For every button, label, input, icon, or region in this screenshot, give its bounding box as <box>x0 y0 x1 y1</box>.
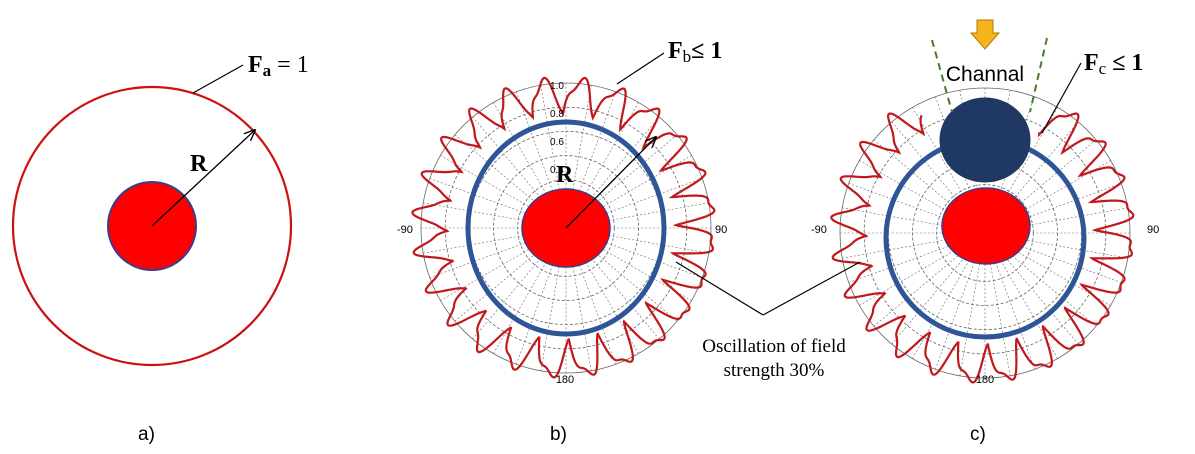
grid-spoke <box>493 102 555 209</box>
grid-spoke <box>569 85 592 206</box>
panel-caption: b) <box>550 424 567 445</box>
grid-spoke <box>959 255 982 376</box>
tick-label: 0.4 <box>550 165 564 176</box>
field-boundary-circle <box>11 85 293 367</box>
grid-spoke <box>573 91 616 207</box>
grid-spoke <box>992 254 1035 370</box>
tick-label: 0.8 <box>550 109 564 120</box>
grid-spoke <box>472 116 552 211</box>
grid-spoke <box>569 250 592 371</box>
mean-field-ring <box>465 119 667 337</box>
annotation-line-1: Oscillation of field <box>702 336 846 357</box>
angle-label-left: -90 <box>397 224 413 236</box>
grid-spoke <box>935 254 978 370</box>
leader-line <box>1041 62 1082 134</box>
grid-spoke <box>1006 240 1122 283</box>
grid-spoke <box>493 247 555 354</box>
field-label: Fb≤ 1 <box>668 38 722 66</box>
panel-a: R Fa = 1 a) <box>11 52 309 445</box>
panel-b: R 1.0 0.8 0.6 0.4 -90 90 180 Fb≤ 1 b) <box>397 38 727 445</box>
radius-label: R <box>556 162 574 188</box>
grid-spoke <box>583 242 678 322</box>
annotation-line-2: strength 30% <box>724 360 825 381</box>
grid-spoke <box>440 239 547 301</box>
channel-arrow-icon <box>969 19 1001 50</box>
panel-caption: a) <box>138 424 155 445</box>
grid-spoke <box>580 245 660 340</box>
grid-spoke <box>848 240 964 283</box>
angle-label-right: 90 <box>1147 224 1159 236</box>
tick-label: 1.0 <box>550 81 564 92</box>
core-circle <box>941 187 1031 265</box>
grid-spoke <box>573 249 616 365</box>
grid-spoke <box>583 134 678 214</box>
angle-label-right: 90 <box>715 224 727 236</box>
channel-boundary-left <box>931 39 953 113</box>
grid-spoke <box>842 236 963 259</box>
radius-arrow <box>565 137 656 229</box>
grid-spoke <box>859 244 966 306</box>
field-oscillation-curve <box>830 112 1135 384</box>
annotation-leader-left <box>675 261 764 316</box>
grid-spoke <box>1007 236 1128 259</box>
panel-caption: c) <box>970 424 986 445</box>
grid-spoke <box>440 155 547 217</box>
grid-spoke <box>516 249 559 365</box>
grid-spoke <box>540 85 563 206</box>
grid-spoke <box>472 245 552 340</box>
grid-spoke <box>988 255 1011 376</box>
grid-spoke <box>580 116 660 211</box>
tick-label: 0.6 <box>550 137 564 148</box>
grid-spoke <box>999 250 1079 345</box>
radius-label: R <box>190 151 208 177</box>
leader-line <box>192 64 244 94</box>
oscillation-annotation: Oscillation of field strength 30% <box>675 261 861 381</box>
angle-label-left: -90 <box>811 224 827 236</box>
grid-spoke <box>912 252 974 359</box>
grid-spoke <box>873 247 968 327</box>
channel-ball <box>939 97 1031 183</box>
field-oscillation-curve <box>411 76 716 379</box>
grid-spoke <box>516 91 559 207</box>
grid-spoke <box>454 242 549 322</box>
grid-spoke <box>891 250 971 345</box>
panel-c: Channal -90 90 180 Fc ≤ 1 c) <box>811 19 1159 445</box>
angle-label-bottom: 180 <box>556 374 574 386</box>
channel-label: Channal <box>946 63 1024 86</box>
grid-spoke <box>1002 247 1097 327</box>
grid-spoke <box>540 250 563 371</box>
channel-boundary-right <box>1029 37 1048 113</box>
radius-arrow <box>151 130 255 227</box>
grid-spoke <box>454 134 549 214</box>
annotation-leader-right <box>762 261 861 316</box>
field-label: Fa = 1 <box>248 52 309 80</box>
angle-label-bottom: 180 <box>976 374 994 386</box>
field-label: Fc ≤ 1 <box>1084 50 1143 78</box>
leader-line <box>616 52 665 85</box>
